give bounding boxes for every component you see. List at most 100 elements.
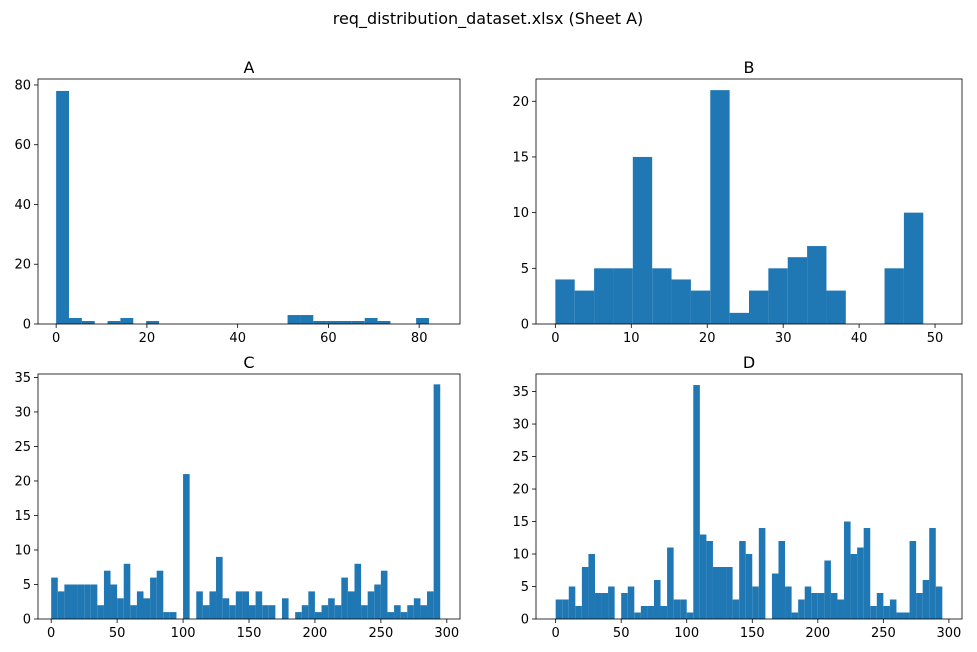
histogram-bar-c-47	[387, 612, 395, 619]
y-tick-label-a: 80	[14, 79, 31, 94]
y-tick-label-b: 10	[512, 206, 529, 221]
histogram-bar-a-8	[313, 321, 327, 324]
y-tick-label-a: 20	[14, 258, 31, 273]
histogram-bar-c-23	[216, 556, 223, 619]
y-tick-label-c: 20	[14, 475, 31, 490]
histogram-bar-a-14	[416, 318, 429, 324]
histogram-bar-d-16	[660, 606, 668, 619]
y-tick-label-b: 20	[512, 95, 529, 110]
histogram-bar-c-49	[400, 612, 408, 619]
histogram-bar-b-7	[690, 290, 711, 324]
histogram-bar-d-57	[929, 528, 936, 619]
x-tick-label-a: 40	[229, 331, 246, 346]
histogram-bar-c-34	[301, 605, 309, 619]
x-tick-label-d: 150	[740, 626, 765, 641]
histogram-bar-c-20	[196, 591, 203, 619]
y-tick-label-c: 0	[23, 613, 31, 628]
x-tick-label-a: 80	[411, 331, 428, 346]
subplot-title-c: C	[243, 353, 254, 372]
histogram-bar-c-44	[367, 591, 375, 619]
histogram-bar-c-19	[183, 474, 190, 619]
histogram-bar-c-37	[321, 605, 329, 619]
histogram-bar-d-15	[653, 580, 661, 619]
histogram-bar-a-6	[287, 315, 301, 324]
x-tick-label-b: 0	[551, 331, 559, 346]
histogram-bar-d-6	[594, 593, 602, 619]
x-tick-label-d: 100	[674, 626, 699, 641]
histogram-bar-d-22	[699, 534, 707, 619]
histogram-bar-d-43	[837, 599, 845, 619]
histogram-bar-d-18	[673, 599, 681, 619]
histogram-bar-b-15	[884, 268, 904, 324]
histogram-bar-d-35	[785, 586, 792, 619]
y-tick-label-c: 10	[14, 544, 31, 559]
histogram-bar-c-26	[235, 591, 243, 619]
histogram-bar-b-0	[555, 279, 575, 324]
histogram-bar-b-12	[787, 257, 808, 324]
x-tick-label-c: 100	[171, 626, 196, 641]
histogram-bar-d-14	[647, 606, 654, 619]
subplot-d: D 0 50 100 150 200 250 300 0 5 10 15 20 25 30 35	[512, 353, 963, 641]
axes-frame-d	[535, 373, 963, 620]
y-tick-label-a: 40	[14, 198, 31, 213]
x-tick-label-c: 200	[302, 626, 327, 641]
histogram-bar-c-11	[123, 563, 131, 619]
x-tick-label-b: 50	[927, 331, 944, 346]
histogram-bar-c-13	[136, 591, 144, 619]
histogram-bar-c-33	[295, 612, 302, 619]
histogram-bar-a-1	[69, 318, 82, 324]
histogram-bar-a-4	[120, 318, 134, 324]
subplot-a: A 0 20 40 60 80 0 20 40 60 80	[14, 58, 461, 346]
histogram-bar-d-11	[627, 586, 635, 619]
x-tick-label-b: 30	[775, 331, 792, 346]
histogram-bar-a-2	[81, 321, 95, 324]
histogram-bar-c-31	[268, 605, 276, 619]
histogram-bar-d-46	[857, 547, 864, 619]
x-tick-label-d: 0	[552, 626, 560, 641]
histogram-bar-d-38	[804, 586, 812, 619]
histogram-bar-c-12	[130, 605, 137, 619]
histogram-bar-c-38	[328, 598, 335, 619]
histogram-bar-d-37	[798, 599, 805, 619]
histogram-bar-a-9	[326, 321, 339, 324]
histogram-bar-c-8	[103, 570, 111, 619]
x-tick-label-c: 50	[109, 626, 126, 641]
subplot-title-b: B	[744, 58, 755, 77]
histogram-bar-c-10	[117, 598, 124, 619]
histogram-bar-d-56	[922, 580, 930, 619]
histogram-bar-d-58	[935, 586, 943, 619]
histogram-bar-c-3	[70, 584, 78, 619]
histogram-bar-c-7	[97, 605, 104, 619]
y-tick-label-a: 0	[23, 318, 31, 333]
histogram-bar-b-16	[903, 212, 924, 324]
histogram-bar-d-54	[909, 541, 917, 619]
subplot-c: C 0 50 100 150 200 250 300 0 5 10 15 20 25 30 35	[14, 353, 461, 641]
y-tick-label-d: 0	[521, 613, 529, 628]
x-tick-label-b: 20	[699, 331, 716, 346]
histogram-bar-c-35	[308, 591, 315, 619]
histogram-bar-b-8	[710, 90, 730, 324]
histogram-bar-d-21	[693, 385, 700, 619]
histogram-bar-d-42	[830, 593, 838, 619]
histogram-bar-d-55	[916, 593, 923, 619]
histogram-bar-c-48	[394, 605, 401, 619]
histogram-bar-d-20	[686, 612, 694, 619]
histogram-bar-d-25	[719, 567, 727, 619]
histogram-bar-c-30	[262, 605, 269, 619]
histogram-bar-a-7	[300, 315, 314, 324]
histogram-bar-c-15	[150, 577, 157, 619]
y-tick-label-c: 35	[14, 371, 31, 386]
histogram-bar-a-5	[146, 321, 160, 324]
histogram-bar-d-49	[876, 593, 884, 619]
histogram-bar-d-8	[608, 586, 615, 619]
histogram-bar-b-5	[652, 268, 672, 324]
histogram-bar-b-9	[729, 312, 749, 324]
histogram-bar-a-3	[107, 321, 121, 324]
histogram-bar-a-13	[377, 321, 391, 324]
histogram-bar-a-12	[364, 318, 378, 324]
x-tick-label-d: 50	[613, 626, 630, 641]
histogram-bar-c-45	[374, 584, 381, 619]
y-tick-label-d: 10	[512, 548, 529, 563]
y-tick-label-d: 15	[512, 515, 529, 530]
